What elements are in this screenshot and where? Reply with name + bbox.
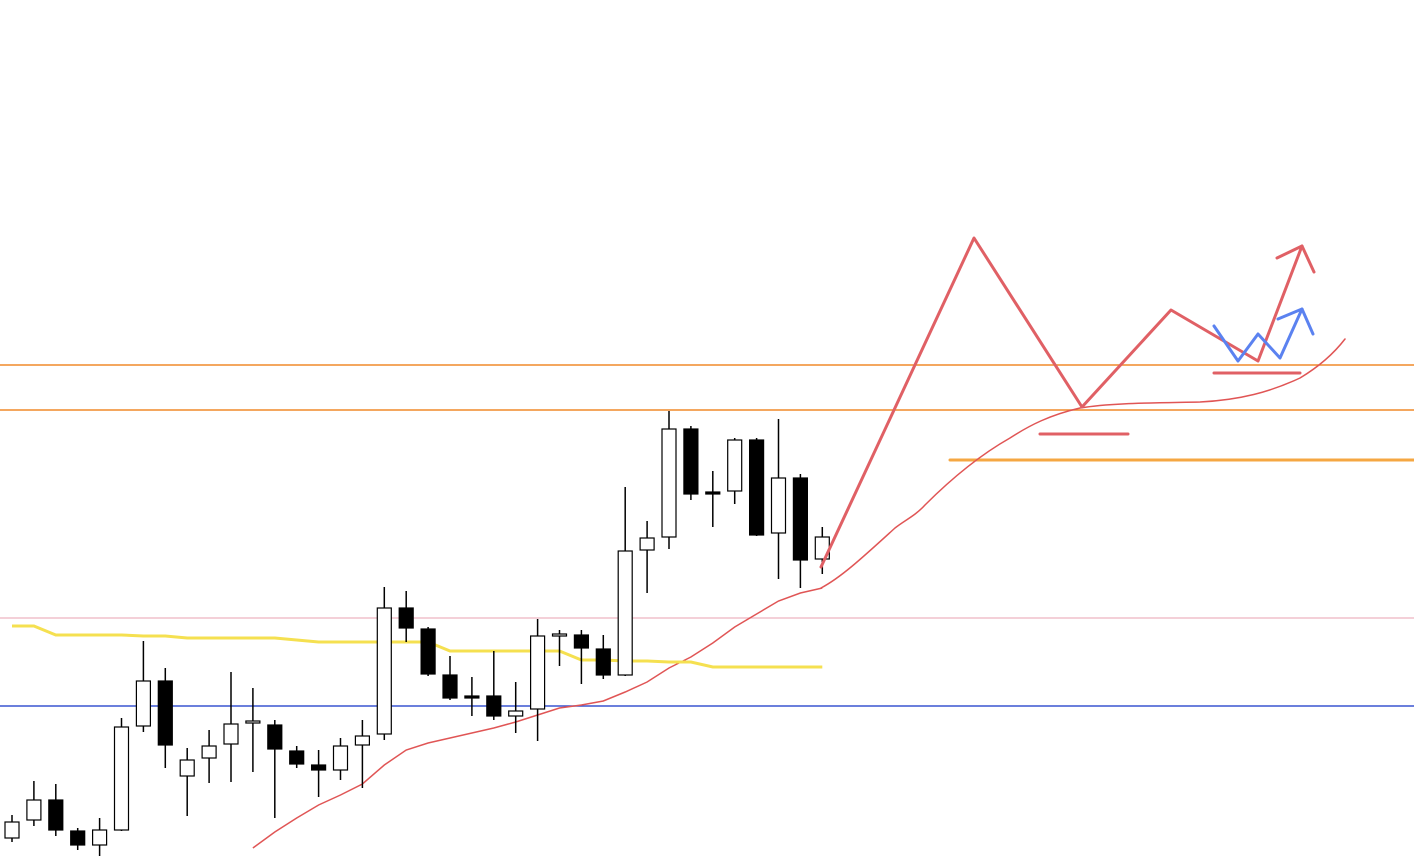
candle-body: [573, 634, 590, 649]
candle-body: [354, 735, 370, 746]
candles: [4, 411, 830, 856]
candle-body: [157, 680, 173, 746]
scenario-arrowhead: [1275, 244, 1316, 274]
candle-body: [223, 723, 239, 745]
drawings: [819, 236, 1414, 589]
candle-body: [376, 607, 392, 735]
candle-body: [70, 830, 86, 846]
candle-body: [26, 799, 42, 821]
candle-body: [201, 745, 217, 759]
candle-body: [267, 724, 283, 750]
candle-body: [91, 829, 108, 846]
candle-body: [617, 550, 633, 676]
candle-body: [398, 607, 414, 629]
candle-body: [245, 720, 261, 724]
candle-body: [727, 439, 743, 492]
lower-tf-path: [1212, 307, 1304, 363]
candle-body: [705, 491, 721, 495]
candle-body: [551, 633, 568, 637]
candle-body: [683, 428, 699, 495]
candle-body: [48, 799, 64, 831]
candle-body: [486, 695, 502, 717]
candle-body: [4, 821, 20, 839]
candle-body: [639, 537, 655, 551]
candle-body: [770, 477, 787, 534]
ma-extension: [820, 338, 1346, 589]
scenario-path: [819, 236, 1304, 569]
levels: [0, 364, 1414, 707]
candle-body: [748, 439, 765, 536]
candle-body: [595, 648, 611, 676]
candle-body: [442, 674, 458, 699]
candle-body: [508, 710, 524, 717]
candle-body: [332, 745, 349, 771]
candle-body: [661, 428, 677, 538]
candle-body: [792, 477, 809, 561]
candle-body: [464, 695, 480, 699]
candle-body: [311, 764, 327, 771]
indicator-line: [12, 624, 823, 669]
candle-body: [529, 635, 546, 710]
candle-body: [289, 750, 305, 765]
candle-body: [179, 759, 195, 777]
candle-body: [113, 726, 130, 831]
candle-body: [420, 628, 436, 675]
candle-body: [135, 680, 151, 727]
indicator-lines: [12, 587, 823, 849]
lower-tf-arrowhead: [1276, 307, 1315, 336]
